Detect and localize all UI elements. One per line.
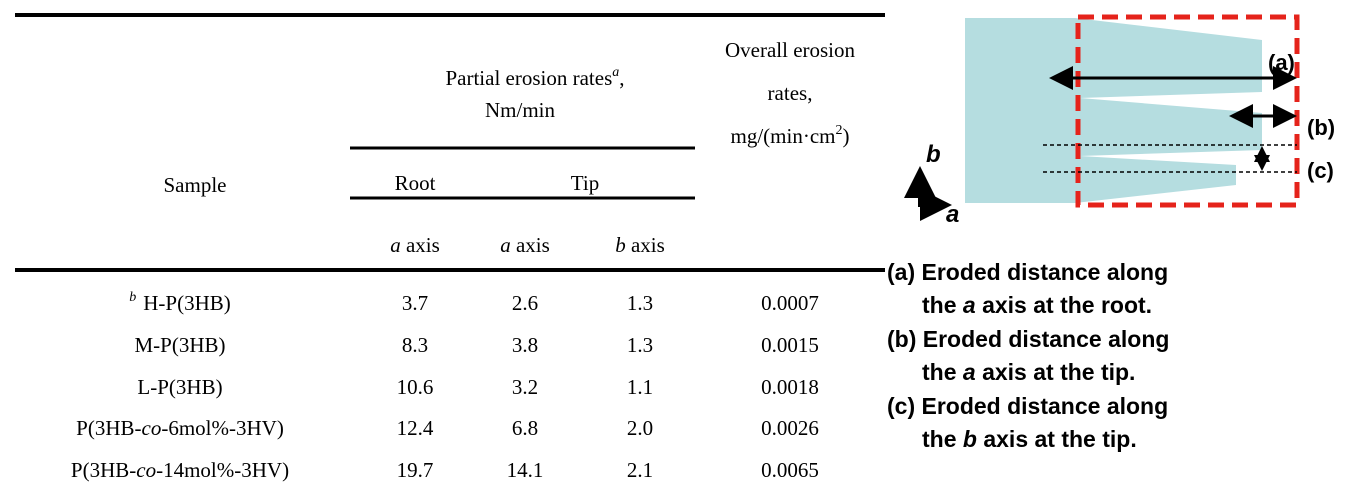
italic-letter: b (615, 233, 626, 257)
value-cell: 0.0015 (761, 333, 819, 357)
value-cell: 10.6 (397, 375, 434, 399)
value-cell: 6.8 (512, 416, 538, 440)
sample-name: co (142, 416, 162, 440)
value-cell: 1.3 (627, 333, 653, 357)
text: axis at the tip. (976, 359, 1136, 385)
text: Partial erosion rates (445, 66, 612, 90)
legend: (a) Eroded distance along the a axis at t… (887, 259, 1169, 452)
header-cell: Nm/min (485, 98, 556, 122)
sample-name: -14mol%-3HV) (156, 458, 289, 482)
header-cell: mg/(min·cm2) (731, 123, 850, 148)
sample-name: L-P(3HB) (137, 375, 222, 399)
legend-text: the a axis at the tip. (922, 359, 1135, 385)
crystal-shape (965, 18, 1262, 203)
legend-text: the a axis at the root. (922, 292, 1152, 318)
sample-name: co (136, 458, 156, 482)
legend-text: the b axis at the tip. (922, 426, 1137, 452)
header-cell: Overall erosion (725, 38, 856, 62)
header-cell: a axis (390, 233, 440, 257)
header-cell: Partial erosion ratesa, (445, 65, 624, 90)
sample-name: M-P(3HB) (134, 333, 225, 357)
text: axis (626, 233, 665, 257)
footnote-mark: a (612, 65, 619, 80)
text: ) (842, 124, 849, 148)
header-cell: b axis (615, 233, 665, 257)
sample-name: H-P(3HB) (143, 291, 231, 315)
value-cell: 19.7 (397, 458, 434, 482)
value-cell: 3.8 (512, 333, 538, 357)
header-cell: rates, (768, 81, 813, 105)
diagram: (a) (b) (c) b a (904, 14, 1335, 228)
header-cell: Sample (164, 173, 227, 197)
header-cell: a axis (500, 233, 550, 257)
italic-letter: b (963, 426, 977, 452)
sample-name: P(3HB- (71, 458, 136, 482)
sample-cell: M-P(3HB) (134, 333, 225, 357)
axis-label: a (946, 201, 959, 228)
value-cell: 0.0065 (761, 458, 819, 482)
legend-text: (a) Eroded distance along (887, 259, 1168, 285)
label: (c) (1307, 158, 1334, 183)
dashed-box (1075, 14, 1300, 208)
text: axis (511, 233, 550, 257)
text: the (922, 359, 963, 385)
value-cell: 3.2 (512, 375, 538, 399)
text: , (619, 66, 624, 90)
sample-cell: L-P(3HB) (137, 375, 222, 399)
text: axis (401, 233, 440, 257)
italic-letter: a (963, 292, 976, 318)
value-cell: 8.3 (402, 333, 428, 357)
italic-letter: a (500, 233, 511, 257)
value-cell: 0.0026 (761, 416, 819, 440)
sample-cell: b H-P(3HB) (129, 290, 231, 315)
legend-text: (b) Eroded distance along (887, 326, 1169, 352)
value-cell: 1.3 (627, 291, 653, 315)
value-cell: 2.0 (627, 416, 653, 440)
label: (a) (1268, 50, 1295, 75)
value-cell: 3.7 (402, 291, 428, 315)
table: Sample Partial erosion ratesa, Nm/min Ov… (15, 13, 885, 482)
superscript: 2 (835, 123, 842, 138)
value-cell: 14.1 (507, 458, 544, 482)
value-cell: 1.1 (627, 375, 653, 399)
sample-cell: P(3HB-co-14mol%-3HV) (71, 458, 289, 482)
value-cell: 2.6 (512, 291, 538, 315)
text: axis at the tip. (977, 426, 1137, 452)
value-cell: 2.1 (627, 458, 653, 482)
value-cell: 0.0007 (761, 291, 819, 315)
sample-name: P(3HB- (76, 416, 141, 440)
text: the (922, 292, 963, 318)
label: (b) (1307, 115, 1335, 140)
axis-label: b (926, 141, 941, 168)
italic-letter: a (963, 359, 976, 385)
header-cell: Root (395, 171, 436, 195)
sample-name: -6mol%-3HV) (161, 416, 283, 440)
header-cell: Tip (571, 171, 599, 195)
value-cell: 12.4 (397, 416, 434, 440)
value-cell: 0.0018 (761, 375, 819, 399)
legend-text: (c) Eroded distance along (887, 393, 1168, 419)
text: axis at the root. (976, 292, 1152, 318)
italic-letter: a (390, 233, 401, 257)
text: the (922, 426, 963, 452)
text: mg/(min·cm (731, 124, 836, 148)
footnote-mark: b (129, 290, 136, 305)
sample-cell: P(3HB-co-6mol%-3HV) (76, 416, 284, 440)
